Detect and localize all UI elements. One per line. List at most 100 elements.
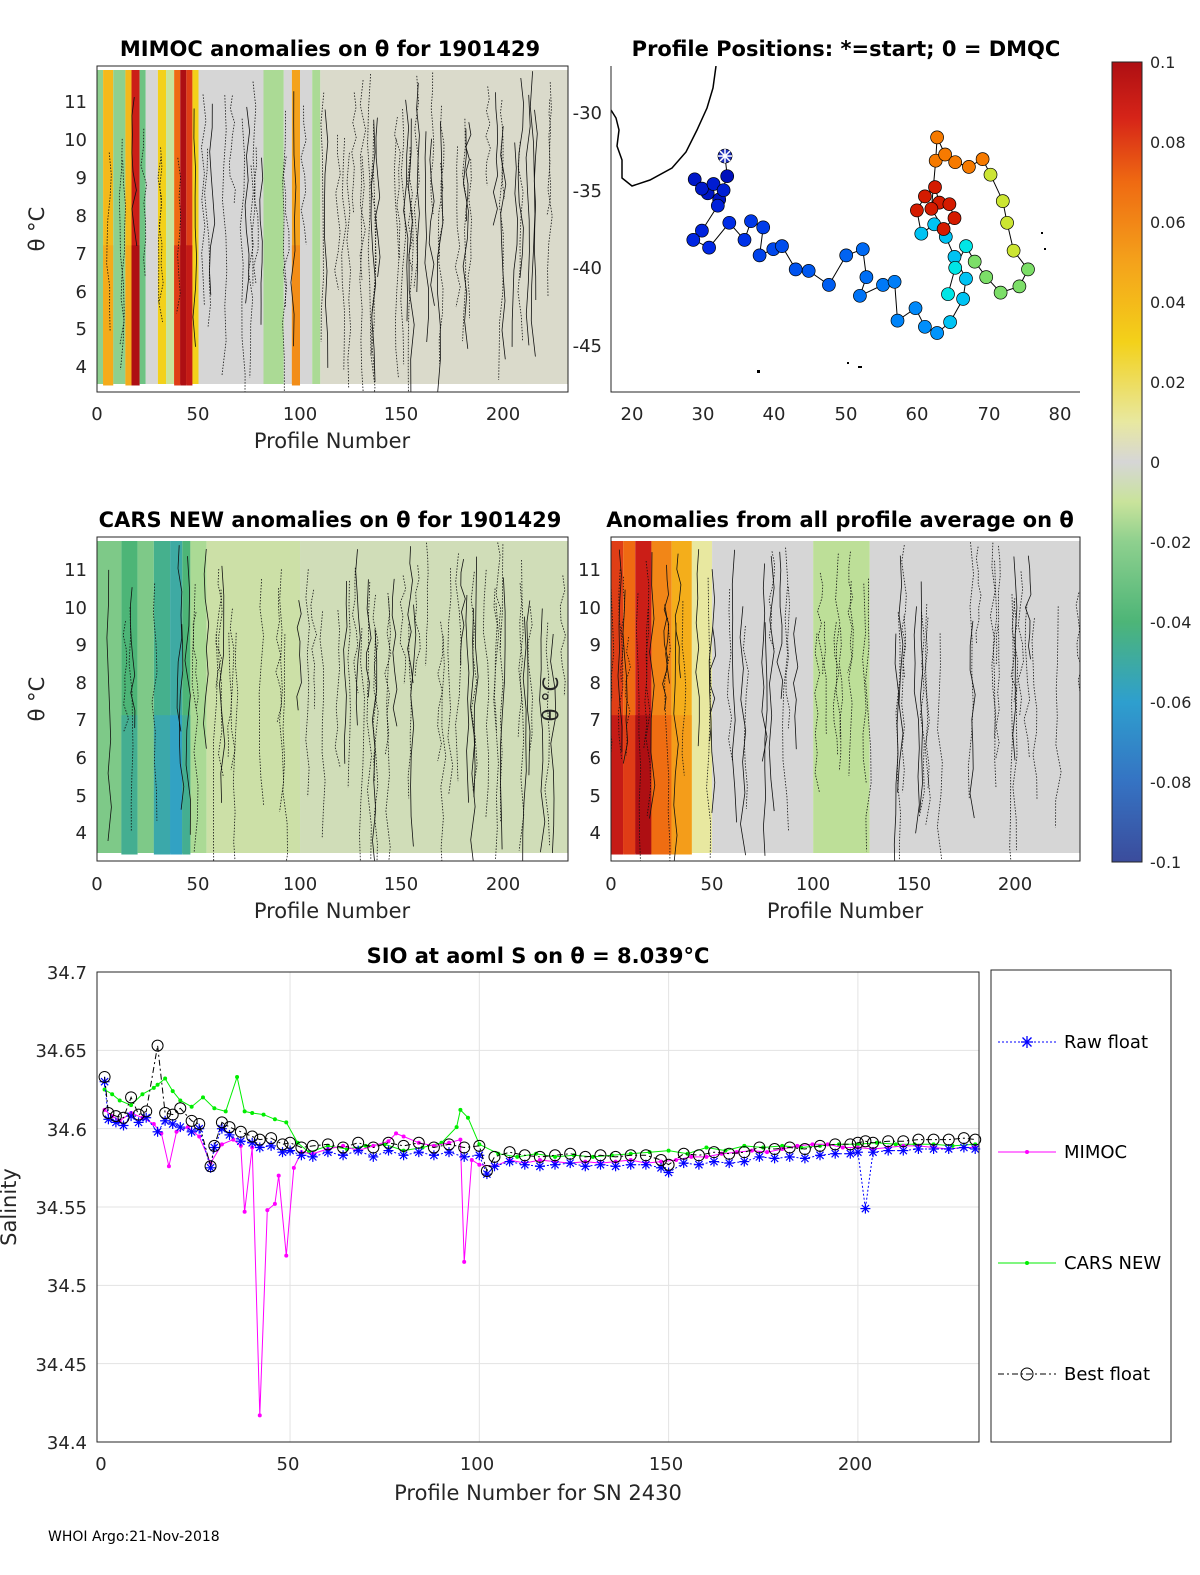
allavg-ytick: 9 bbox=[590, 635, 601, 656]
data-point bbox=[957, 1132, 970, 1145]
data-point bbox=[473, 1139, 486, 1152]
positions-xtick: 40 bbox=[763, 404, 786, 425]
colorbar-tick: -0.02 bbox=[1150, 533, 1191, 552]
contour-line bbox=[731, 549, 737, 823]
cars-xtick: 100 bbox=[283, 874, 317, 895]
colorbar-tick: -0.06 bbox=[1150, 693, 1191, 712]
salinity-xtick: 100 bbox=[460, 1454, 494, 1475]
data-point bbox=[503, 1146, 516, 1159]
contour-line bbox=[158, 147, 164, 304]
mimoc-ytick: 11 bbox=[64, 92, 87, 113]
data-point bbox=[284, 1120, 289, 1125]
salinity-xlabel: Profile Number for SN 2430 bbox=[394, 1481, 682, 1505]
contour-line bbox=[893, 633, 900, 861]
mimoc-ytick: 5 bbox=[76, 319, 87, 340]
data-point bbox=[830, 1148, 841, 1159]
position-point bbox=[710, 198, 725, 213]
contour-line bbox=[414, 565, 421, 676]
contour-line bbox=[847, 551, 854, 673]
dot-icon bbox=[1025, 1261, 1029, 1265]
data-point bbox=[235, 1136, 246, 1147]
heatmap-band bbox=[320, 70, 568, 384]
contour-line bbox=[924, 604, 930, 790]
cars-axes-box bbox=[96, 536, 569, 862]
data-point bbox=[189, 1104, 194, 1109]
contour-line bbox=[465, 122, 472, 222]
heatmap-band bbox=[182, 541, 191, 853]
legend-item-best: Best float bbox=[998, 1364, 1150, 1385]
data-point bbox=[204, 1160, 217, 1173]
positions-yticks: -30 -35 -40 -45 bbox=[573, 103, 602, 357]
contour-line bbox=[300, 105, 307, 245]
heatmap-band bbox=[712, 541, 814, 853]
data-point bbox=[829, 1138, 842, 1151]
coastline bbox=[611, 66, 717, 187]
position-point bbox=[943, 315, 957, 329]
data-point bbox=[860, 1203, 871, 1214]
data-point bbox=[943, 1144, 954, 1154]
contour-line bbox=[228, 95, 236, 203]
heatmap-band bbox=[166, 70, 175, 384]
cars-ytick: 4 bbox=[76, 823, 87, 844]
position-point bbox=[744, 214, 758, 229]
data-point bbox=[253, 1133, 266, 1146]
data-point bbox=[814, 1139, 827, 1152]
contour-line bbox=[416, 82, 420, 293]
allavg-xtick: 200 bbox=[998, 874, 1032, 895]
data-point bbox=[401, 1134, 406, 1139]
contour-line bbox=[768, 555, 775, 812]
data-point bbox=[825, 1142, 830, 1147]
contour-line bbox=[176, 157, 182, 314]
contour-line bbox=[1023, 603, 1031, 758]
data-point bbox=[815, 1150, 825, 1161]
allavg-ytick: 5 bbox=[590, 786, 601, 807]
data-point bbox=[291, 1165, 296, 1170]
contour-line bbox=[1055, 606, 1062, 828]
salinity-ytick: 34.65 bbox=[35, 1041, 87, 1062]
heatmap-band bbox=[813, 541, 870, 853]
position-point bbox=[967, 254, 982, 269]
data-point bbox=[462, 1259, 467, 1264]
contour-line bbox=[430, 72, 435, 215]
data-point bbox=[550, 1159, 560, 1170]
contour-line bbox=[351, 92, 357, 213]
data-point bbox=[594, 1149, 607, 1162]
data-point bbox=[200, 1095, 205, 1100]
contour-line bbox=[408, 118, 415, 392]
data-point bbox=[420, 1145, 425, 1150]
cars-ytick: 6 bbox=[76, 748, 87, 769]
positions-xtick: 50 bbox=[835, 404, 858, 425]
salinity-xticks: 0 50 100 150 200 bbox=[95, 1454, 872, 1475]
positions-ytick: -35 bbox=[573, 181, 602, 202]
allavg-yticks: 4 5 6 7 8 9 10 11 bbox=[578, 560, 601, 844]
position-point bbox=[948, 155, 963, 170]
contour-line bbox=[1075, 592, 1080, 693]
contour-line bbox=[901, 615, 907, 793]
mimoc-xlabel: Profile Number bbox=[254, 429, 411, 453]
contour-line bbox=[385, 597, 391, 861]
position-point bbox=[890, 313, 905, 328]
data-point bbox=[913, 1144, 924, 1154]
data-point bbox=[768, 1143, 781, 1156]
contour-line bbox=[359, 155, 365, 392]
positions-xticks: 20 30 40 50 60 70 80 bbox=[621, 404, 1072, 425]
cars-title: CARS NEW anomalies on θ for 1901429 bbox=[99, 508, 562, 532]
data-point bbox=[458, 1141, 471, 1154]
cars-xlabel: Profile Number bbox=[254, 899, 411, 923]
series-line bbox=[104, 1045, 976, 1173]
heatmap-band bbox=[300, 70, 313, 384]
data-point bbox=[117, 1098, 122, 1103]
data-point bbox=[851, 1136, 864, 1149]
position-point bbox=[775, 239, 789, 253]
legend-box bbox=[990, 969, 1172, 1443]
data-point bbox=[250, 1111, 255, 1115]
position-point bbox=[995, 194, 1010, 208]
salinity-xtick: 0 bbox=[95, 1454, 106, 1475]
mimoc-ytick: 6 bbox=[76, 282, 87, 303]
cars-ytick: 8 bbox=[76, 673, 87, 694]
contour-line bbox=[664, 617, 671, 861]
data-point bbox=[480, 1164, 493, 1177]
contour-line bbox=[485, 86, 491, 186]
contour-line bbox=[793, 617, 799, 750]
contour-line bbox=[511, 142, 518, 347]
